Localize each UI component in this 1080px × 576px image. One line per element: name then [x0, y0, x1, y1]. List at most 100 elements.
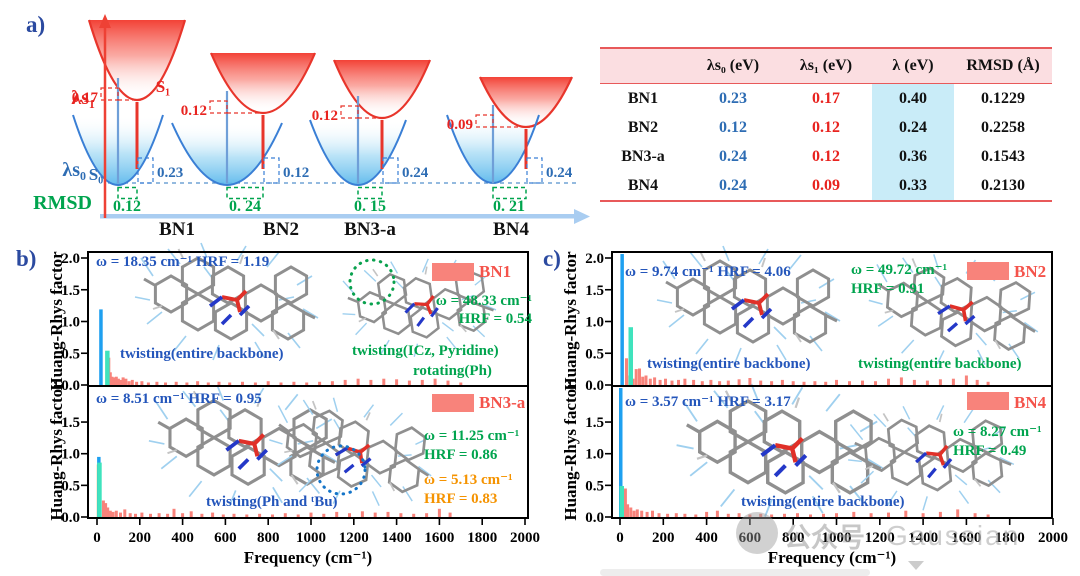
table-cell-name: BN3-a [621, 147, 665, 165]
spectrum-bar [640, 510, 644, 517]
y-tick-label: 1.5 [585, 415, 604, 431]
spectrum-bar [360, 511, 364, 517]
x-tick-label: 1800 [995, 530, 1025, 546]
spectrum-bar [683, 513, 687, 517]
spectrum-bar [221, 514, 225, 517]
x-axis-label: Frequency (cm⁻¹) [767, 548, 897, 567]
x-tick-label: 0 [93, 530, 101, 546]
spectrum-bar [335, 511, 339, 517]
spectrum-bar [128, 513, 132, 517]
spectrum-bar [104, 503, 108, 517]
spectrum-bar [407, 380, 411, 385]
spectrum-bar [217, 381, 221, 385]
spectrum-bar [119, 512, 122, 517]
spectrum-bar [305, 382, 309, 385]
spectrum-bar [343, 379, 347, 385]
energy-axis-arrow-icon [99, 14, 111, 28]
spectrum-bar [737, 379, 741, 385]
spectrum-bar [348, 513, 351, 517]
spectrum-bar [124, 378, 128, 386]
bn2-s1-value: 0.12 [181, 103, 207, 119]
spectrum-bar [185, 382, 189, 385]
bn2-rmsd-value: 0. 24 [229, 198, 261, 215]
spectrum-bar [677, 379, 680, 385]
spectrum-bar [110, 376, 114, 385]
table-cell-s1: 0.09 [812, 176, 840, 194]
spectrum-bar [114, 510, 118, 517]
bn4-rmsd-value: 0. 21 [493, 198, 525, 215]
spectrum-bar [638, 368, 641, 385]
spectrum-bar [796, 513, 799, 517]
y-tick-label: 0.0 [585, 510, 604, 526]
table-cell-s0: 0.24 [719, 176, 747, 194]
spectrum-bar [973, 513, 977, 517]
spectrum-bar [271, 514, 274, 517]
highlight-circle-green [348, 258, 396, 306]
x-tick-label: 600 [214, 530, 237, 546]
subplot-c-bottom: 0.0 0.5 1.0 1.5 0 200 400 600 800 1000 1200 1400 160… [585, 385, 1068, 546]
spectrum-bar [956, 509, 960, 517]
spectrum-bar [283, 513, 287, 517]
spectrum-bar [748, 378, 752, 385]
spectrum-bar [791, 381, 795, 385]
table-cell-name: BN4 [627, 176, 659, 194]
s0-state-label: S₀ [89, 165, 104, 184]
spectrum-bar [651, 510, 654, 517]
table-header-s0: λs₀ (eV) [706, 57, 760, 74]
x-tick-label: 1600 [951, 530, 981, 546]
spectrum-bar [835, 513, 838, 517]
spectrum-bar [140, 512, 144, 517]
spectrum-bar [986, 514, 990, 517]
mode-annotation: HRF = 0.54 [458, 311, 532, 327]
spectrum-bar [666, 513, 670, 517]
spectrum-bar [912, 379, 916, 385]
y-tick-label: 0.5 [61, 346, 80, 362]
mode-annotation: ω = 18.35 cm⁻¹ HRF = 1.19 [96, 254, 270, 270]
baseline-axis [100, 214, 574, 219]
spectrum-bar [709, 379, 713, 385]
mode-annotation: ω = 49.72 cm⁻¹ [851, 262, 948, 278]
watermark-logo-icon [736, 512, 778, 554]
mode-caption: twisting(entire backbone) [120, 346, 284, 362]
watermark-arrow-icon [908, 561, 924, 570]
spectrum-bar [951, 378, 955, 386]
mode-teal-bar [105, 350, 110, 385]
spectrum-bar [770, 381, 774, 385]
spectrum-bar [648, 378, 652, 386]
baseline-arrow-icon [574, 209, 590, 224]
spectrum-bar [824, 381, 828, 385]
legend-label: BN1 [479, 262, 512, 281]
bn4-s0-value: 0.24 [546, 165, 573, 181]
spectrum-bar [718, 381, 722, 385]
spectrum-bar [964, 375, 968, 385]
bn3a-name: BN3-a [344, 219, 396, 240]
bn4-s1-value: 0.09 [447, 117, 473, 133]
mode-annotation: HRF = 0.49 [953, 443, 1027, 459]
legend-swatch [432, 394, 474, 412]
bn2-name: BN2 [263, 219, 299, 240]
mode-annotation: ω = 8.27 cm⁻¹ [953, 424, 1042, 440]
spectrum-bar [835, 379, 838, 385]
bn3a-s0-value: 0.24 [402, 165, 429, 181]
spectrum-bar [626, 504, 630, 517]
spectrum-bar [664, 378, 667, 386]
lambda-s0-axis-label: λs₀ [62, 159, 86, 181]
spectrum-bar [232, 513, 236, 517]
spectrum-bar [437, 508, 441, 517]
mode-annotation: ω = 8.51 cm⁻¹ HRF = 0.95 [96, 391, 262, 407]
spectrum-bar [123, 509, 127, 517]
spectrum-bar [848, 381, 851, 385]
table-cell-s0: 0.24 [719, 147, 747, 165]
table-row: BN2 0.12 0.12 0.24 0.2258 [600, 113, 1052, 142]
table-cell-name: BN1 [627, 89, 659, 107]
subplot-b-bottom: 0.0 0.5 1.0 1.5 0 200 400 600 800 1000 1200 1400 160… [61, 385, 540, 546]
pes-diagram: 0.17 0.23 0.12 BN1 S₁ S₀ 0.12 0.12 0. 24… [33, 14, 590, 240]
table-cell-lambda: 0.33 [872, 171, 954, 200]
spectrum-bar [373, 512, 377, 517]
spectrum-bar [904, 510, 908, 517]
bn2-s0-value: 0.12 [283, 165, 309, 181]
bn3a-s1-value: 0.12 [312, 108, 338, 124]
table-cell-rmsd: 0.2258 [981, 118, 1025, 136]
spectrum-bar [887, 512, 890, 517]
spectrum-bar [157, 513, 161, 517]
